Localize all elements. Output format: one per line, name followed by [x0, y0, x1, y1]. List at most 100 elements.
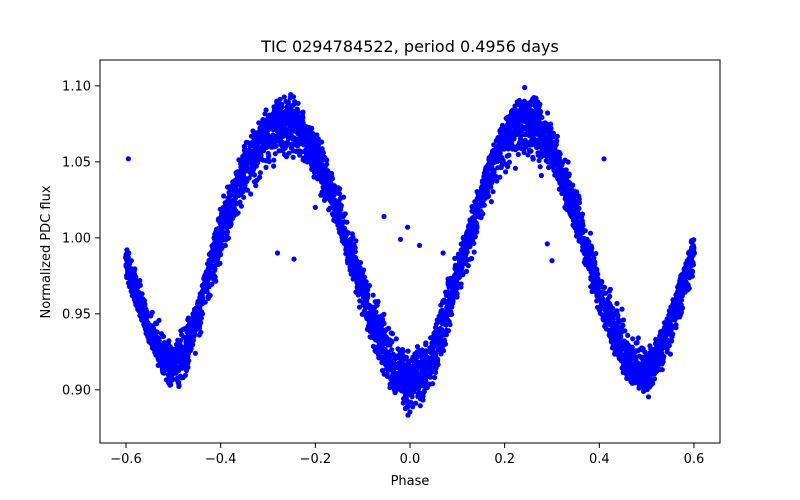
data-point	[506, 152, 512, 158]
data-point	[635, 362, 642, 368]
data-point	[548, 154, 554, 160]
data-point	[289, 112, 295, 118]
data-point	[656, 348, 662, 354]
data-point	[217, 206, 223, 212]
data-point	[185, 330, 191, 336]
data-point	[151, 325, 157, 331]
data-point	[455, 254, 461, 260]
data-point	[300, 115, 306, 121]
data-point	[435, 356, 441, 363]
data-point	[566, 183, 572, 189]
data-point	[256, 120, 262, 126]
data-point	[669, 334, 675, 340]
data-point	[422, 374, 428, 380]
data-point	[510, 132, 516, 138]
data-point	[405, 361, 412, 367]
data-point	[478, 185, 484, 191]
data-point	[298, 149, 304, 155]
data-point	[327, 187, 333, 193]
data-point	[602, 312, 608, 318]
data-point	[479, 179, 485, 185]
data-point	[263, 117, 269, 123]
data-point	[607, 286, 613, 292]
data-point	[420, 393, 426, 399]
data-point	[293, 118, 299, 124]
data-point	[234, 201, 240, 207]
data-point	[303, 146, 309, 152]
data-point	[173, 341, 180, 348]
data-point	[370, 292, 376, 298]
data-point	[501, 146, 507, 152]
data-point	[526, 147, 532, 153]
data-point	[629, 344, 635, 350]
data-point	[348, 236, 354, 242]
data-point	[384, 371, 390, 377]
data-point	[263, 107, 269, 113]
data-point	[344, 219, 350, 225]
data-point	[458, 258, 464, 264]
data-point	[659, 355, 665, 361]
data-point	[353, 289, 359, 295]
data-point	[242, 185, 248, 191]
data-point	[389, 352, 395, 358]
data-point	[545, 110, 551, 116]
data-point	[184, 342, 190, 348]
data-point	[389, 339, 395, 345]
data-point	[606, 308, 612, 314]
data-point	[415, 393, 421, 400]
data-point	[428, 335, 434, 341]
data-point	[423, 340, 429, 346]
data-point	[530, 156, 536, 162]
data-point	[522, 84, 528, 91]
data-point	[560, 183, 566, 189]
data-point	[551, 163, 557, 169]
data-point	[633, 374, 639, 380]
data-point	[491, 142, 497, 148]
data-point	[645, 353, 651, 359]
data-point	[301, 127, 307, 133]
data-point	[432, 367, 438, 373]
data-point	[465, 228, 471, 234]
data-point	[497, 174, 503, 180]
data-point	[312, 161, 318, 167]
data-point	[379, 367, 386, 374]
data-point	[320, 157, 326, 163]
data-point	[338, 213, 344, 219]
data-point	[361, 279, 367, 285]
data-point	[690, 238, 696, 244]
data-point	[195, 325, 201, 331]
data-point	[290, 154, 296, 160]
data-point	[505, 164, 511, 170]
data-point	[606, 321, 612, 327]
data-point	[527, 114, 533, 120]
data-point	[250, 162, 256, 168]
data-point	[170, 346, 176, 352]
data-point	[405, 412, 411, 418]
data-point	[332, 206, 339, 213]
data-point	[445, 276, 451, 282]
data-point	[628, 372, 635, 378]
data-point	[690, 242, 696, 249]
data-point	[499, 122, 506, 128]
data-point	[349, 268, 355, 274]
data-point	[522, 137, 528, 143]
data-point	[250, 168, 256, 174]
data-point	[619, 306, 625, 312]
data-point	[389, 347, 395, 353]
data-point	[367, 305, 373, 311]
data-point	[564, 179, 570, 185]
data-point	[137, 277, 143, 284]
data-point	[412, 351, 418, 357]
data-point	[233, 190, 240, 197]
data-point	[431, 349, 437, 355]
data-point	[285, 140, 291, 146]
data-point	[472, 223, 478, 229]
data-point	[176, 379, 182, 385]
data-point	[337, 195, 343, 201]
data-point	[356, 283, 362, 289]
data-point	[537, 101, 543, 107]
data-point	[598, 284, 604, 290]
data-point	[222, 237, 228, 243]
data-point	[378, 326, 384, 332]
data-point	[442, 332, 448, 338]
